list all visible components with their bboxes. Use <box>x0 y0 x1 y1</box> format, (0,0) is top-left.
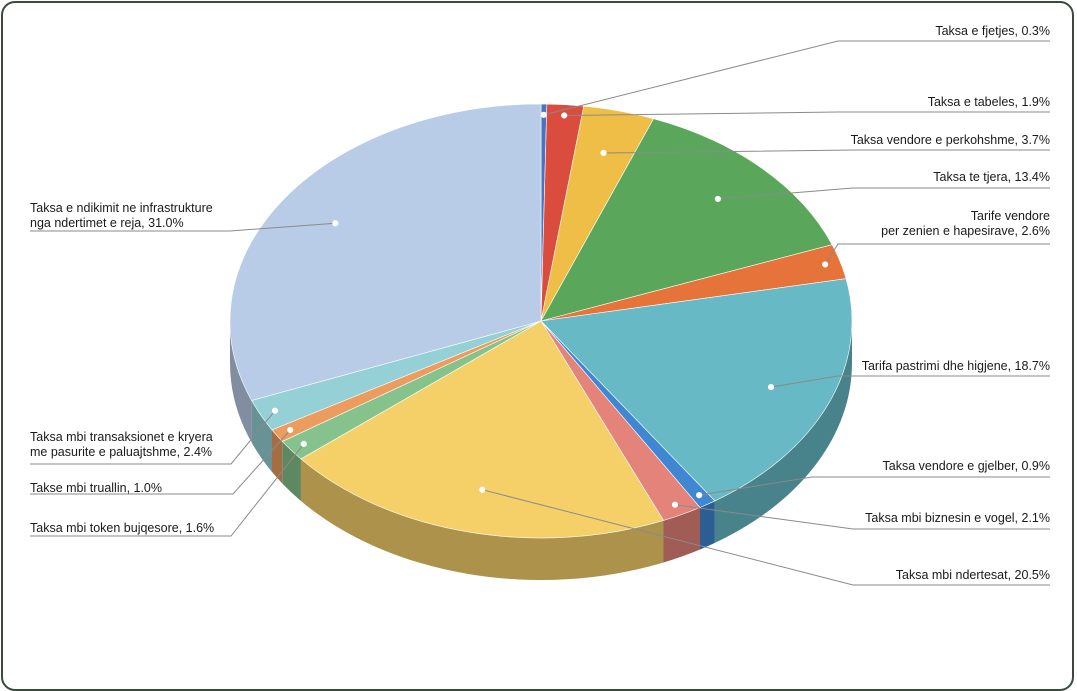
slice-5 <box>540 278 853 502</box>
slice-label-line: Taksa mbi ndertesat, 20.5% <box>896 568 1050 582</box>
slice-label-line: Taksa mbi token bujqesore, 1.6% <box>30 521 214 535</box>
leader-line-7 <box>674 504 1050 530</box>
slice-label-11: Taksa mbi transaksionet e kryera me pasur… <box>30 430 213 459</box>
leader-dot-1 <box>561 112 568 119</box>
slice-label-12: Taksa e ndikimit ne infrastrukture nga nd… <box>30 201 213 230</box>
leader-dot-12 <box>332 220 339 227</box>
slice-side-9 <box>282 441 301 501</box>
slice-3 <box>540 118 833 322</box>
slice-label-8: Taksa mbi ndertesat, 20.5% <box>896 568 1050 582</box>
slice-label-0: Taksa e fjetjes, 0.3% <box>935 24 1050 38</box>
slice-label-7: Taksa mbi biznesin e vogel, 2.1% <box>865 511 1050 525</box>
slice-label-2: Taksa vendore e perkohshme, 3.7% <box>851 133 1050 147</box>
slice-label-1: Taksa e tabeles, 1.9% <box>928 95 1050 109</box>
slice-label-line: me pasurite e paluajtshme, 2.4% <box>30 445 212 459</box>
slice-label-line: nga ndertimet e reja, 31.0% <box>30 216 184 230</box>
leader-line-2 <box>603 149 1050 154</box>
leader-dot-0 <box>540 111 547 118</box>
leader-line-1 <box>564 111 1050 116</box>
slice-label-line: Taksa te tjera, 13.4% <box>933 170 1050 184</box>
leader-dot-3 <box>714 195 721 203</box>
leader-line-9 <box>30 443 305 537</box>
leader-line-3 <box>717 187 1050 200</box>
slice-side-7 <box>663 507 701 563</box>
leader-dot-11 <box>271 407 279 414</box>
leader-dot-2 <box>600 149 607 157</box>
leader-line-11 <box>30 410 276 465</box>
leader-line-0 <box>543 40 1050 116</box>
slice-label-line: Tarife vendore <box>971 209 1050 223</box>
leader-dot-10 <box>287 426 294 434</box>
slice-label-4: Tarife vendore per zenien e hapesirave, 2… <box>881 209 1050 238</box>
slice-side-10 <box>271 429 283 484</box>
slice-label-9: Taksa mbi token bujqesore, 1.6% <box>30 521 214 535</box>
slice-label-line: Taksa e fjetjes, 0.3% <box>935 24 1050 38</box>
slice-side-8 <box>300 458 664 581</box>
leader-dot-7 <box>671 501 679 508</box>
leader-line-5 <box>770 375 1050 388</box>
leader-dot-9 <box>300 440 307 447</box>
slice-label-line: Taksa mbi transaksionet e kryera <box>30 430 213 444</box>
leader-line-4 <box>824 243 1050 265</box>
leader-line-10 <box>30 429 291 495</box>
pie-labels: Taksa e fjetjes, 0.3% Taksa e tabeles, 1.… <box>30 24 1050 586</box>
slice-12 <box>229 103 542 401</box>
slice-label-line: Taksa mbi biznesin e vogel, 2.1% <box>865 511 1050 525</box>
leader-line-8 <box>482 489 1050 586</box>
leader-line-12 <box>30 222 336 232</box>
leader-dot-6 <box>696 492 703 499</box>
slice-label-6: Taksa vendore e gjelber, 0.9% <box>883 459 1050 473</box>
slice-label-line: Taksa vendore e gjelber, 0.9% <box>883 459 1050 473</box>
pie-top <box>229 103 853 539</box>
slice-label-3: Taksa te tjera, 13.4% <box>933 170 1050 184</box>
slice-label-line: Takse mbi truallin, 1.0% <box>30 481 162 495</box>
leader-line-6 <box>699 476 1050 496</box>
leader-dot-5 <box>767 384 775 391</box>
slice-label-line: per zenien e hapesirave, 2.6% <box>881 224 1050 238</box>
slice-label-line: Tarifa pastrimi dhe higjene, 18.7% <box>862 359 1050 373</box>
leader-dot-8 <box>479 486 486 493</box>
slice-label-5: Tarifa pastrimi dhe higjene, 18.7% <box>862 359 1050 373</box>
slice-label-line: Taksa e ndikimit ne infrastrukture <box>30 201 213 215</box>
slice-label-10: Takse mbi truallin, 1.0% <box>30 481 162 495</box>
slice-side-12 <box>230 321 252 443</box>
slice-label-line: Taksa vendore e perkohshme, 3.7% <box>851 133 1050 147</box>
slice-label-line: Taksa e tabeles, 1.9% <box>928 95 1050 109</box>
slice-8 <box>300 320 664 539</box>
leader-dot-4 <box>822 261 829 268</box>
slice-side-11 <box>251 400 272 472</box>
slice-side-6 <box>700 500 715 550</box>
